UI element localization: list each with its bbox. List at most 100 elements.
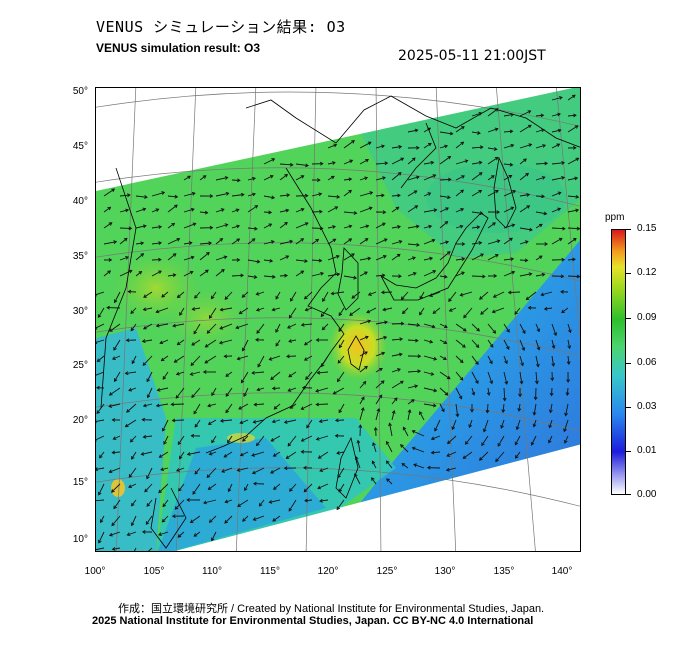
wind-arrow-head xyxy=(155,309,160,314)
wind-arrow-head xyxy=(560,274,565,279)
wind-arrow-head xyxy=(300,175,305,179)
wind-arrow xyxy=(531,435,537,446)
wind-arrow-head xyxy=(514,454,519,459)
wind-arrow-head xyxy=(204,344,209,348)
wind-arrow xyxy=(128,387,137,392)
wind-arrow-head xyxy=(489,360,493,365)
wind-arrow xyxy=(183,192,196,197)
wind-arrow xyxy=(135,208,146,213)
wind-arrow-head xyxy=(523,158,527,162)
wind-arrow xyxy=(407,190,418,197)
wind-arrow xyxy=(439,241,449,245)
wind-arrow xyxy=(177,435,185,445)
wind-arrow xyxy=(206,323,217,334)
wind-arrow xyxy=(221,467,233,473)
wind-arrow xyxy=(359,396,365,405)
wind-arrow-head xyxy=(369,191,374,195)
wind-arrow xyxy=(131,451,137,460)
wind-arrow-head xyxy=(304,307,309,312)
wind-arrow-head xyxy=(494,254,499,258)
wind-arrow xyxy=(391,194,401,197)
wind-arrow xyxy=(242,339,249,351)
wind-arrow xyxy=(113,499,121,509)
wind-arrow xyxy=(391,397,398,405)
wind-arrow-head xyxy=(255,291,260,296)
wind-arrow xyxy=(158,531,169,536)
wind-arrow-head xyxy=(225,409,229,414)
wind-arrow-head xyxy=(514,311,518,315)
wind-arrow xyxy=(192,307,201,310)
wind-arrow-head xyxy=(529,227,533,232)
wind-arrow-head xyxy=(316,178,321,182)
wind-arrow-head xyxy=(315,402,320,407)
wind-arrow-head xyxy=(557,191,562,196)
wind-arrow xyxy=(112,547,121,550)
wind-arrow-head xyxy=(462,455,467,459)
wind-arrow-head xyxy=(430,450,435,455)
wind-arrow-head xyxy=(162,376,167,380)
wind-arrow-head xyxy=(348,224,353,229)
wind-arrow-head xyxy=(128,269,133,274)
wind-arrow-head xyxy=(321,326,326,331)
wind-arrow-head xyxy=(186,452,191,456)
wind-arrow-head xyxy=(303,357,308,361)
wind-arrow-head xyxy=(275,342,279,347)
wind-arrow-head xyxy=(203,500,207,505)
wind-arrow-head xyxy=(315,388,320,393)
wind-arrow-head xyxy=(285,255,290,259)
wind-arrow-head xyxy=(395,206,400,211)
wind-arrow xyxy=(503,387,506,401)
forecast-datetime: 2025-05-11 21:00JST xyxy=(398,48,546,64)
wind-arrow-head xyxy=(445,207,449,211)
wind-arrow-head xyxy=(191,191,196,196)
wind-arrow xyxy=(174,355,185,363)
wind-arrow-head xyxy=(235,325,240,330)
wind-arrow xyxy=(343,190,352,197)
wind-arrow-head xyxy=(140,451,145,456)
wind-arrow-head xyxy=(528,124,532,129)
wind-arrow xyxy=(178,483,185,492)
wind-arrow xyxy=(439,156,451,165)
wind-arrow-head xyxy=(287,442,292,447)
wind-arrow xyxy=(471,355,479,365)
wind-arrow-head xyxy=(319,468,324,473)
lat-tick-label: 30° xyxy=(72,306,88,317)
wind-arrow-head xyxy=(111,489,115,493)
wind-arrow xyxy=(279,255,289,261)
wind-arrow xyxy=(215,269,225,277)
wind-arrow xyxy=(290,403,297,409)
graticule-lines xyxy=(96,88,580,551)
wind-arrow-head xyxy=(411,446,416,451)
wind-arrow xyxy=(111,483,121,493)
wind-arrow xyxy=(471,161,482,165)
lon-tick-label: 125° xyxy=(376,566,398,577)
wind-arrow xyxy=(455,189,464,197)
wind-arrow-head xyxy=(96,467,98,472)
wind-arrow xyxy=(503,258,514,261)
wind-arrow-head xyxy=(155,208,160,212)
wind-arrow-head xyxy=(128,484,132,489)
wind-arrow-head xyxy=(338,409,343,414)
wind-arrow-head xyxy=(565,392,570,396)
wind-arrow xyxy=(407,409,411,421)
wind-arrow xyxy=(423,339,433,343)
wind-arrow xyxy=(295,175,304,181)
wind-arrow xyxy=(146,499,153,507)
wind-arrow-head xyxy=(494,127,499,132)
wind-arrow-head xyxy=(561,309,565,314)
wind-arrow xyxy=(96,371,105,376)
lat-tick-label: 25° xyxy=(72,360,88,371)
wind-arrow xyxy=(368,291,377,296)
wind-arrow xyxy=(243,387,249,397)
wind-arrow-head xyxy=(443,324,448,329)
wind-arrow xyxy=(551,323,557,336)
wind-arrow-head xyxy=(146,503,151,507)
wind-arrow xyxy=(439,207,449,213)
wind-arrow-head xyxy=(414,384,419,389)
wind-arrow-head xyxy=(300,270,305,274)
wind-arrow-head xyxy=(459,224,464,229)
wind-arrow xyxy=(263,275,275,278)
wind-arrow xyxy=(238,403,249,410)
wind-arrow xyxy=(279,163,293,166)
wind-arrow-head xyxy=(330,175,335,180)
